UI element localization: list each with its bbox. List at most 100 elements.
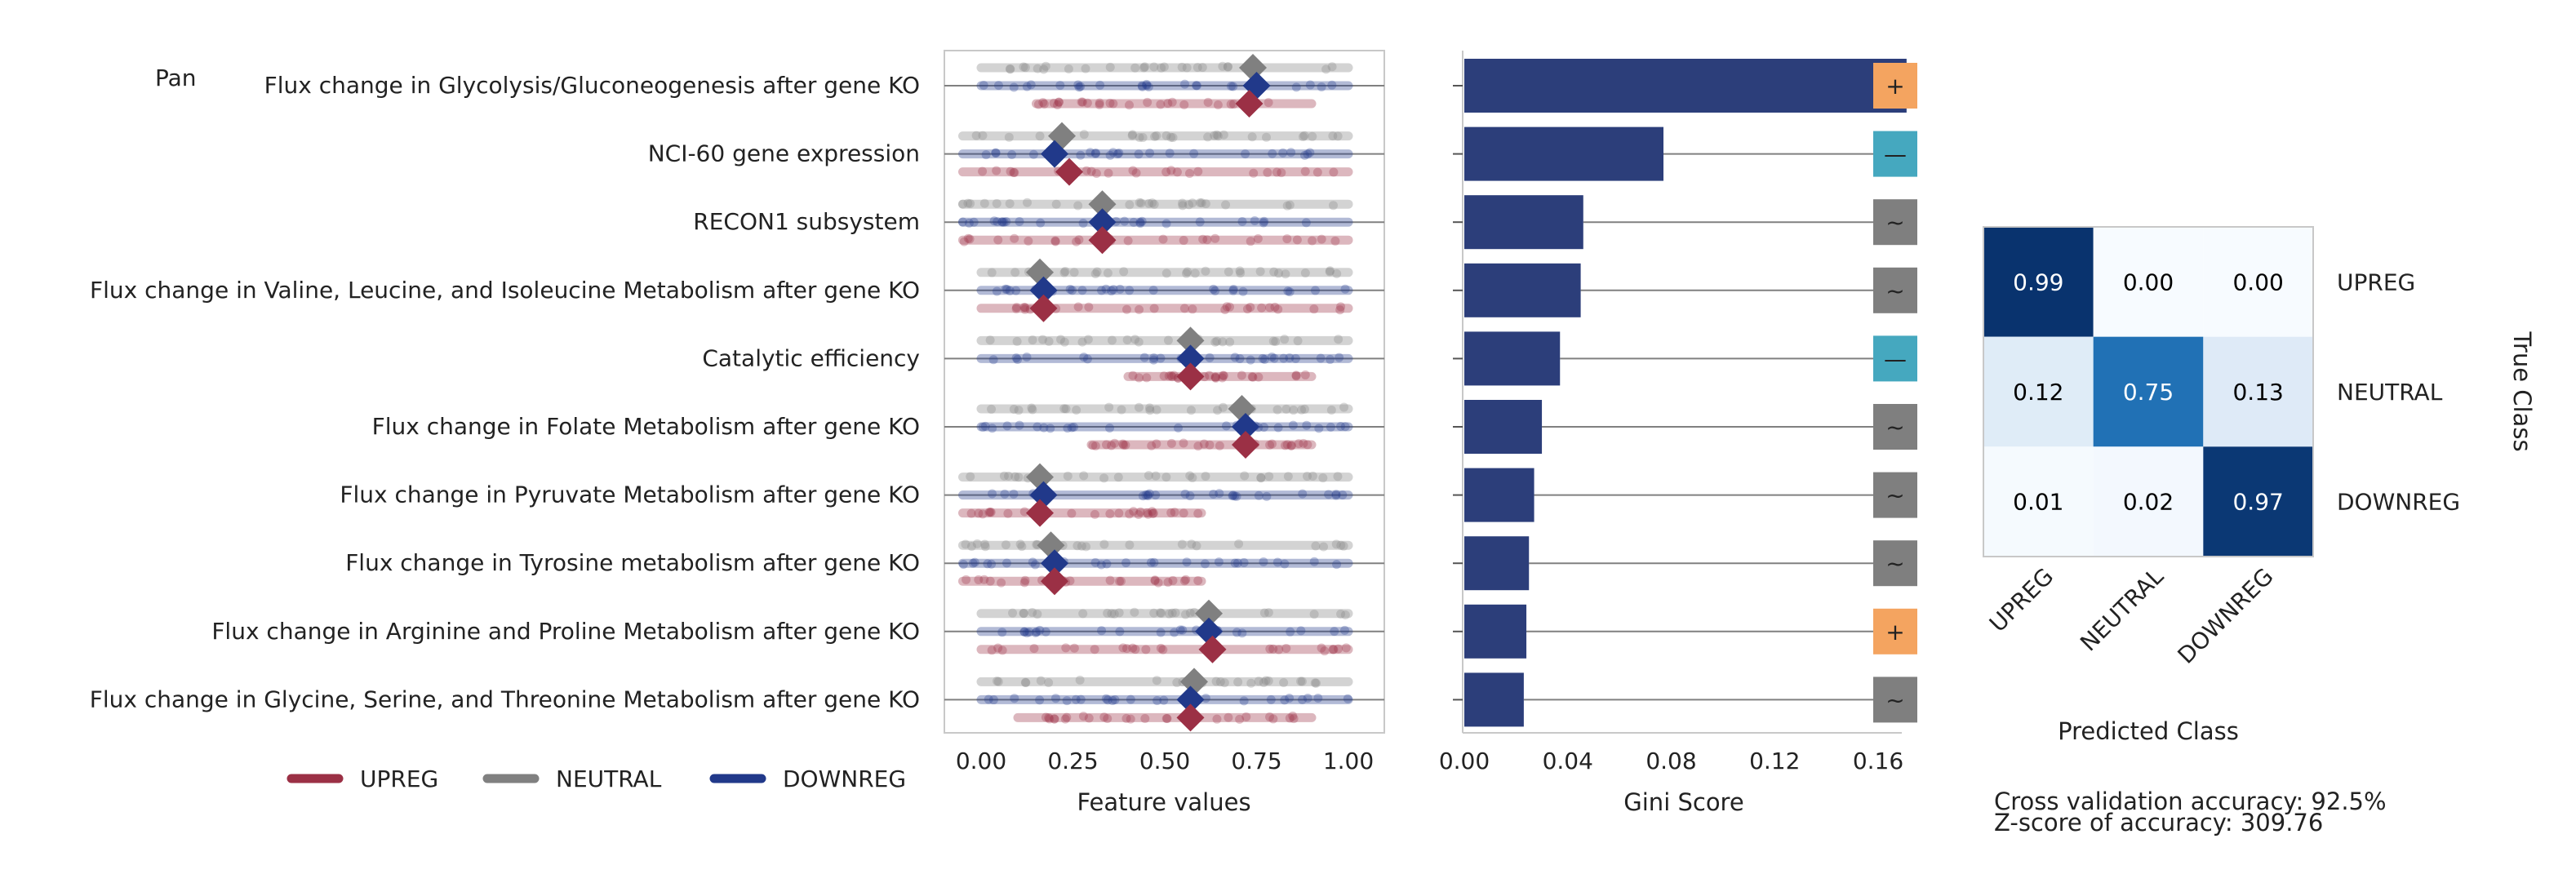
strip-point <box>1256 473 1266 482</box>
strip-point <box>1298 489 1308 499</box>
strip-point <box>1290 353 1300 363</box>
direction-marker: ~ <box>1885 209 1904 236</box>
strip-point <box>1201 266 1210 276</box>
strip-point <box>1101 440 1111 450</box>
strip-point <box>1331 490 1341 499</box>
strip-point <box>983 559 993 569</box>
strip-point <box>1193 166 1203 176</box>
confusion-cell-value: 0.99 <box>2013 268 2063 295</box>
strip-point <box>1065 576 1075 586</box>
strip-point <box>1035 695 1045 705</box>
strip-point <box>1151 490 1161 500</box>
strip-point <box>1010 233 1019 243</box>
strip-point <box>1063 424 1073 433</box>
confusion-matrix-panel: 0.99 0.00 0.00 0.12 0.75 0.13 0.01 0.02 0.97 UPR… <box>1983 226 2536 745</box>
confusion-matrix-col-labels: UPREG NEUTRAL DOWNREG <box>1984 562 2279 668</box>
strip-point <box>1340 610 1350 620</box>
strip-point <box>1006 166 1015 176</box>
strip-point <box>1282 234 1292 244</box>
direction-marker: + <box>1885 619 1904 646</box>
strip-point <box>987 559 997 569</box>
strip-point <box>1225 337 1235 347</box>
strip-point <box>1015 539 1025 549</box>
feature-label: Flux change in Valine, Leucine, and Isol… <box>90 277 920 304</box>
strip-point <box>1254 677 1264 686</box>
strip-point <box>1218 337 1228 347</box>
strip-point <box>1027 403 1037 413</box>
strip-point <box>1235 266 1245 276</box>
strip-point <box>1064 64 1073 74</box>
strip-point <box>1050 236 1060 246</box>
strip-point <box>1024 236 1033 246</box>
strip-point <box>1299 404 1309 414</box>
strip-point <box>1036 218 1046 228</box>
strip-point <box>1213 100 1223 109</box>
mean-diamond <box>1195 599 1223 628</box>
strip-point <box>974 508 984 518</box>
strip-point <box>1264 98 1273 108</box>
strip-point <box>1009 489 1019 499</box>
strip-point <box>1336 609 1346 619</box>
direction-marker: ~ <box>1885 414 1904 441</box>
strip-point <box>1259 557 1268 566</box>
strip-point <box>1099 539 1109 549</box>
strip-point <box>1114 608 1124 618</box>
strip-point <box>1095 98 1104 108</box>
strip-point <box>1324 490 1334 499</box>
mean-diamond <box>1176 703 1205 732</box>
strip-point <box>1079 471 1089 481</box>
strip-point <box>1210 131 1219 140</box>
confusion-cell-value: 0.75 <box>2123 379 2174 406</box>
strip-point <box>1079 130 1089 140</box>
strip-point <box>1228 286 1238 295</box>
strip-point <box>1028 335 1037 345</box>
strip-point <box>1125 286 1135 295</box>
strip-point <box>1339 625 1349 635</box>
strip-point <box>1114 148 1124 158</box>
strip-point <box>1232 628 1241 637</box>
strip-point <box>1161 268 1171 278</box>
mean-diamond <box>1055 158 1083 186</box>
strip-point <box>1055 81 1065 91</box>
strip-point <box>1338 490 1348 499</box>
strip-point <box>1300 166 1310 176</box>
strip-point <box>1009 405 1019 415</box>
strip-point <box>1158 234 1168 244</box>
strip-point <box>1340 422 1350 432</box>
strip-point <box>1213 406 1223 415</box>
strip-point <box>1273 423 1283 433</box>
strip-point <box>1096 560 1106 570</box>
strip-point <box>1086 166 1096 176</box>
strip-point <box>1168 575 1178 585</box>
strip-point <box>1332 560 1342 570</box>
strip-point <box>1149 62 1159 72</box>
strip-point <box>1134 337 1144 347</box>
strip-point <box>1041 61 1050 71</box>
strip-point <box>1009 167 1019 177</box>
strip-point <box>1326 422 1335 432</box>
strip-point <box>972 539 982 548</box>
strip-point <box>1143 97 1153 107</box>
strip-point <box>1218 371 1228 380</box>
strip-point <box>1308 236 1317 246</box>
strip-point <box>1340 284 1350 294</box>
strip-point <box>1264 608 1273 618</box>
strip-point <box>988 695 998 705</box>
strip-point <box>1341 643 1351 653</box>
strip-point <box>1114 508 1124 518</box>
strip-point <box>1166 166 1176 175</box>
strip-point <box>1115 576 1125 586</box>
strip-point <box>1046 424 1055 433</box>
strip-point <box>1334 335 1344 344</box>
strip-point <box>1041 627 1050 637</box>
strip-point <box>1104 168 1113 178</box>
strip-point <box>1230 491 1240 501</box>
strip-point <box>1144 82 1153 91</box>
strip-point <box>1020 677 1030 687</box>
strip-point <box>1119 440 1129 450</box>
strip-point <box>1067 508 1077 518</box>
strip-point <box>1215 677 1225 687</box>
strip-point <box>985 507 995 517</box>
strip-point <box>1220 304 1230 314</box>
strip-point <box>1246 678 1256 688</box>
